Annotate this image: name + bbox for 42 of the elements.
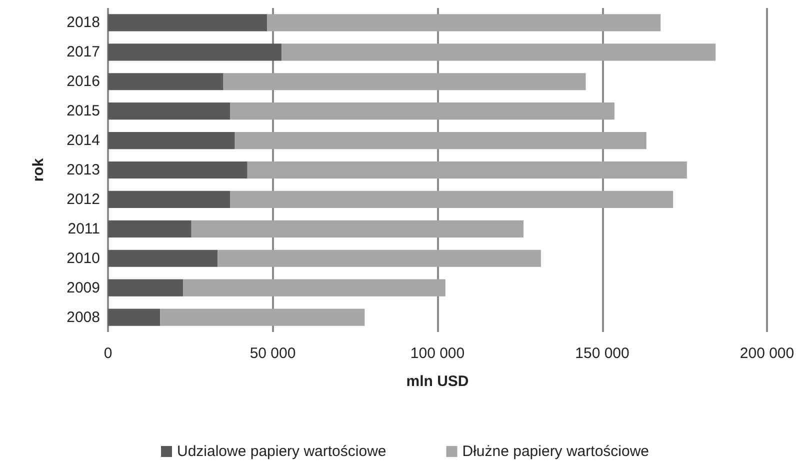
y-tick-label: 2012 <box>66 190 100 208</box>
y-tick-label: 2017 <box>66 44 100 61</box>
x-tick-label: 0 <box>104 345 112 362</box>
bar <box>230 190 674 208</box>
bar <box>160 308 365 326</box>
bar <box>108 190 230 208</box>
x-tick-label: 200 000 <box>740 345 794 362</box>
bar <box>108 220 192 238</box>
x-tick-label: 100 000 <box>410 345 465 362</box>
bar <box>108 44 282 61</box>
bar <box>230 102 614 120</box>
x-tick-label: 150 000 <box>575 345 630 362</box>
bar <box>108 132 235 150</box>
y-tick-label: 2018 <box>66 14 100 32</box>
bar <box>247 161 687 179</box>
bar <box>218 250 541 267</box>
bar <box>108 308 160 326</box>
bar <box>108 279 184 296</box>
bar <box>108 102 230 120</box>
bar <box>108 14 268 32</box>
x-axis-title: mln USD <box>406 373 469 390</box>
y-tick-label: 2014 <box>66 132 100 150</box>
bar <box>223 73 586 90</box>
bar <box>191 220 524 238</box>
legend-label: Dłużne papiery wartościowe <box>462 443 650 460</box>
y-tick-label: 2015 <box>66 102 100 120</box>
bar <box>108 161 248 179</box>
bar <box>183 279 446 296</box>
y-tick-label: 2016 <box>66 73 100 90</box>
legend-label: Udzialowe papiery wartościowe <box>176 443 386 460</box>
y-tick-label: 2009 <box>66 279 100 296</box>
y-axis-title: rok <box>30 158 47 182</box>
y-tick-label: 2011 <box>68 220 100 238</box>
bar <box>234 132 646 150</box>
bar <box>282 44 716 61</box>
bar <box>108 250 218 267</box>
y-tick-label: 2008 <box>66 308 100 326</box>
x-tick-label: 50 000 <box>250 345 296 362</box>
bar <box>267 14 661 32</box>
bar <box>108 73 224 90</box>
y-tick-label: 2010 <box>66 250 100 267</box>
y-tick-label: 2013 <box>66 162 100 178</box>
